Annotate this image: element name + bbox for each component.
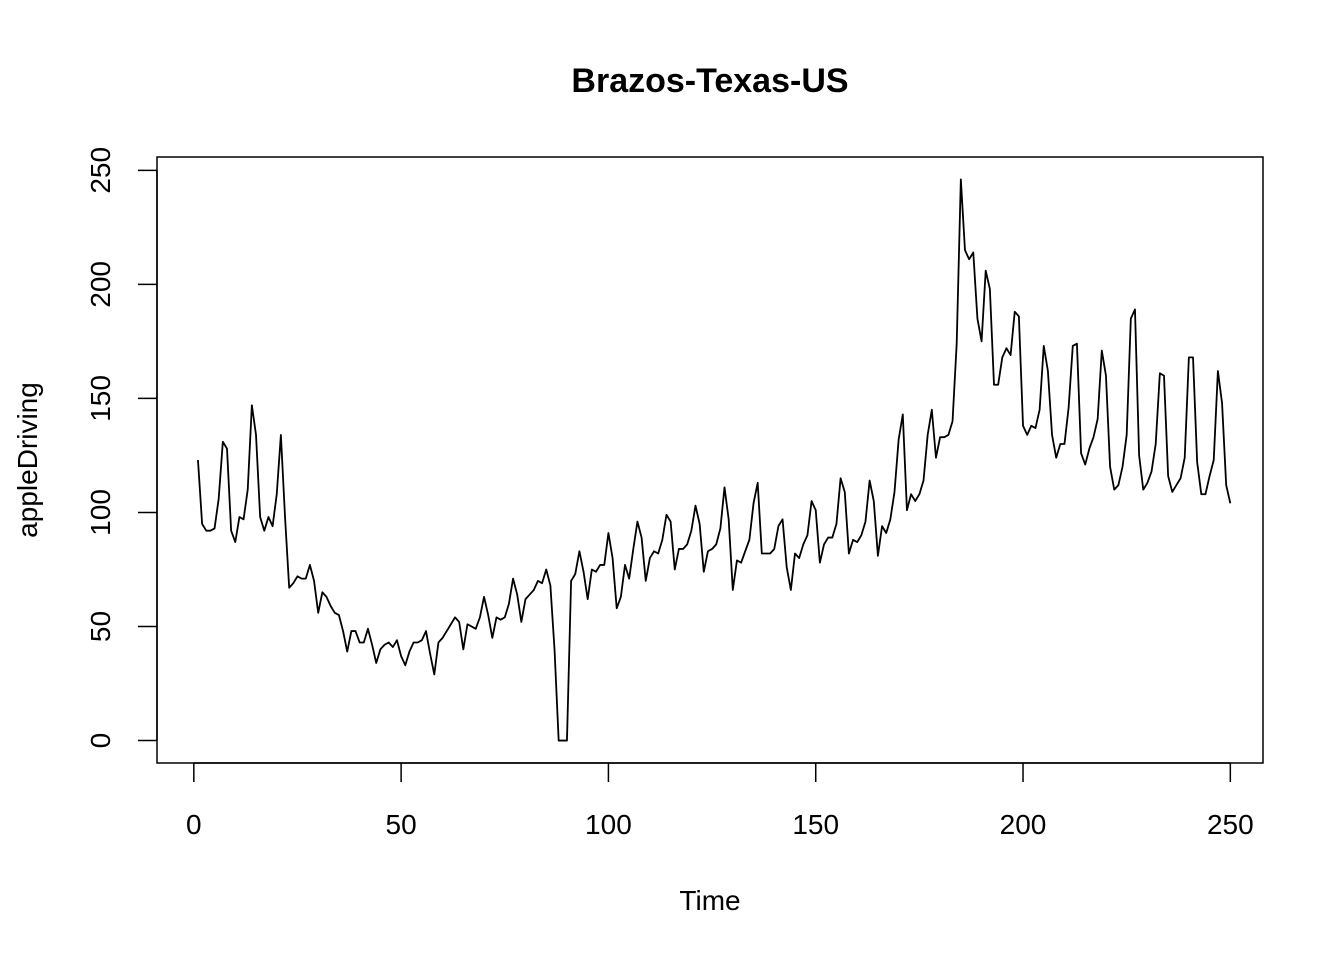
plot-area (197, 178, 1232, 742)
y-tick-label: 250 (85, 147, 116, 194)
series-line (197, 178, 1232, 742)
y-axis: 0 50 100 150 200 250 (85, 147, 158, 749)
x-axis-label: Time (679, 885, 740, 916)
y-tick-label: 100 (85, 489, 116, 536)
y-tick-label: 150 (85, 375, 116, 422)
plot-frame (156, 156, 1264, 764)
y-axis-label: appleDriving (12, 382, 43, 538)
x-tick-label: 0 (186, 809, 202, 840)
x-tick-label: 50 (386, 809, 417, 840)
x-tick-label: 200 (1000, 809, 1047, 840)
x-axis: 0 50 100 150 200 250 (186, 762, 1254, 840)
y-tick-label: 0 (85, 733, 116, 749)
x-tick-label: 100 (585, 809, 632, 840)
chart-title: Brazos-Texas-US (571, 62, 848, 100)
y-tick-label: 200 (85, 261, 116, 308)
x-tick-label: 250 (1207, 809, 1254, 840)
x-tick-label: 150 (792, 809, 839, 840)
y-tick-label: 50 (85, 611, 116, 642)
